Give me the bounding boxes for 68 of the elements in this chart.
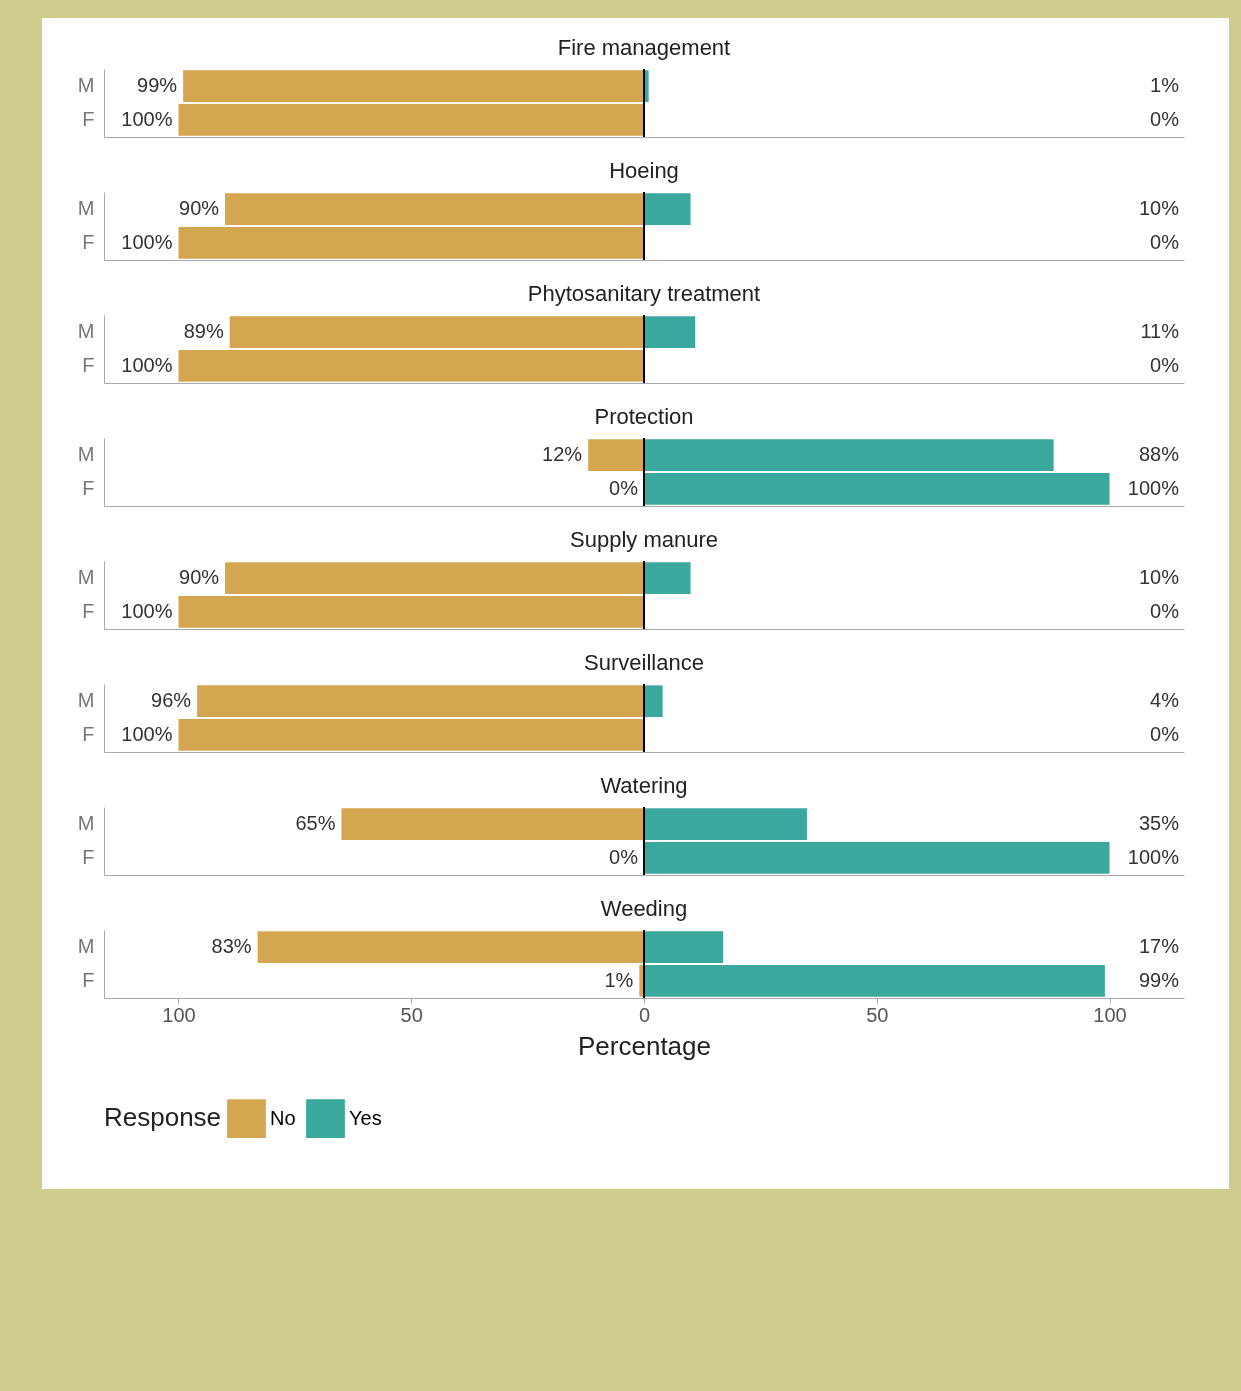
chart-title: Protection — [594, 404, 694, 429]
data-label: 0% — [1150, 599, 1180, 622]
data-label: 100% — [1127, 845, 1180, 868]
y-tick-label: F — [82, 968, 95, 991]
y-tick-label: M — [77, 443, 95, 466]
y-tick-label: M — [77, 197, 95, 220]
data-label: 100% — [1127, 476, 1180, 499]
y-tick-label: F — [82, 845, 95, 868]
x-tick-label: 100 — [1093, 1003, 1127, 1026]
x-tick-label: 0 — [638, 1003, 651, 1026]
data-label: 100% — [121, 722, 173, 745]
chart-title: Fire management — [557, 35, 731, 60]
legend-label: Yes — [349, 1106, 382, 1129]
chart-title: Surveillance — [584, 650, 704, 675]
data-label: 35% — [1138, 812, 1180, 835]
chart-title: Watering — [600, 773, 688, 798]
data-label: 12% — [542, 443, 583, 466]
chart-title: Supply manure — [570, 527, 718, 552]
y-tick-label: F — [82, 722, 95, 745]
data-label: 100% — [121, 353, 173, 376]
bar — [644, 965, 1105, 997]
data-label: 11% — [1140, 320, 1180, 343]
legend-label: No — [270, 1106, 296, 1129]
data-label: 89% — [183, 320, 224, 343]
data-label: 10% — [1138, 566, 1180, 589]
data-label: 10% — [1138, 197, 1180, 220]
data-label: 99% — [137, 74, 178, 97]
y-tick-label: M — [77, 689, 95, 712]
y-tick-label: F — [82, 230, 95, 253]
data-label: 90% — [179, 566, 220, 589]
y-tick-label: F — [82, 353, 95, 376]
data-label: 1% — [604, 968, 634, 991]
x-tick-label: 50 — [400, 1003, 423, 1026]
data-label: 0% — [1150, 722, 1180, 745]
data-label: 1% — [1150, 74, 1180, 97]
y-tick-label: M — [77, 812, 95, 835]
y-tick-label: M — [77, 935, 95, 958]
data-label: 0% — [1150, 230, 1180, 253]
x-tick-label: 100 — [162, 1003, 196, 1026]
x-tick-label: 50 — [866, 1003, 889, 1026]
data-label: 4% — [1150, 689, 1180, 712]
data-label: 0% — [1150, 353, 1180, 376]
data-label: 100% — [121, 230, 173, 253]
data-label: 99% — [1138, 968, 1180, 991]
chart-title: Hoeing — [609, 158, 679, 183]
chart-title: Weeding — [600, 896, 688, 921]
x-axis-title: Percentage — [578, 1030, 711, 1061]
y-tick-label: F — [82, 476, 95, 499]
bar — [644, 931, 724, 963]
y-tick-label: M — [77, 566, 95, 589]
y-tick-label: M — [77, 320, 95, 343]
chart-title: Phytosanitary treatment — [527, 281, 761, 306]
data-label: 0% — [1150, 107, 1180, 130]
y-tick-label: F — [82, 599, 95, 622]
data-label: 100% — [121, 107, 173, 130]
data-label: 0% — [609, 845, 639, 868]
data-label: 100% — [121, 599, 173, 622]
data-label: 96% — [151, 689, 192, 712]
data-label: 0% — [609, 476, 639, 499]
legend-title: Response — [104, 1102, 222, 1132]
data-label: 83% — [211, 935, 252, 958]
y-tick-label: M — [77, 74, 95, 97]
data-label: 65% — [295, 812, 336, 835]
bar — [257, 931, 644, 963]
data-label: 17% — [1138, 935, 1180, 958]
y-tick-label: F — [82, 107, 95, 130]
data-label: 90% — [179, 197, 220, 220]
data-label: 88% — [1138, 443, 1180, 466]
